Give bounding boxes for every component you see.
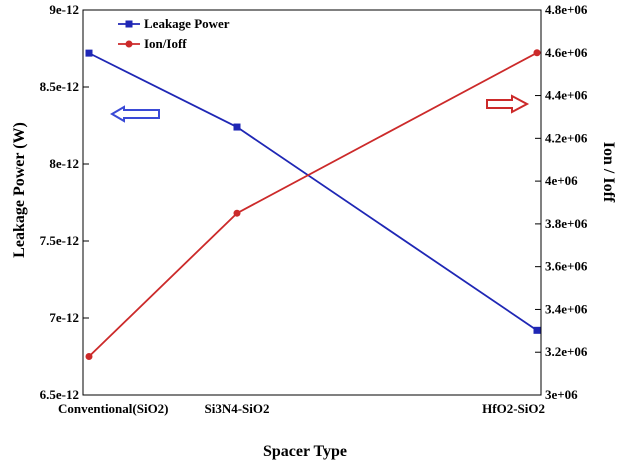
left-axis-title: Leakage Power (W) — [11, 122, 28, 258]
x-tick-label: Si3N4-SiO2 — [204, 401, 269, 416]
right-tick-label: 4e+06 — [545, 173, 578, 188]
data-point-ion-ioff — [233, 209, 241, 217]
left-axis-ticks: 6.5e-12 7e-12 7.5e-12 8e-12 8.5e-12 9e-12 — [40, 2, 89, 402]
legend-label: Ion/Ioff — [144, 36, 187, 51]
x-tick-label: HfO2-SiO2 — [482, 401, 545, 416]
right-axis-arrow-icon — [486, 94, 530, 114]
series-layer — [85, 49, 541, 360]
right-tick-label: 3.6e+06 — [545, 259, 588, 274]
right-tick-label: 4.2e+06 — [545, 130, 588, 145]
left-tick-label: 8e-12 — [49, 156, 79, 171]
legend-marker — [125, 20, 133, 28]
left-tick-label: 9e-12 — [49, 2, 79, 17]
data-point-ion-ioff — [533, 49, 541, 57]
series-line-leakage-power — [88, 52, 538, 332]
left-tick-label: 8.5e-12 — [40, 79, 79, 94]
right-axis-ticks: 3e+06 3.2e+06 3.4e+06 3.6e+06 3.8e+06 4e+06 4.… — [535, 2, 588, 402]
data-point-ion-ioff — [85, 353, 93, 360]
right-tick-label: 4.4e+06 — [545, 88, 588, 103]
right-tick-label: 3.2e+06 — [545, 344, 588, 359]
left-axis-arrow-icon — [110, 105, 160, 123]
x-axis-ticks: Conventional(SiO2) Si3N4-SiO2 HfO2-SiO2 — [58, 401, 545, 416]
x-axis-title: Spacer Type — [263, 443, 347, 460]
right-tick-label: 3.8e+06 — [545, 216, 588, 231]
plot-border — [82, 9, 542, 396]
right-tick-label: 4.6e+06 — [545, 45, 588, 60]
legend-marker — [125, 40, 133, 48]
right-tick-label: 4.8e+06 — [545, 2, 588, 17]
right-axis-title: Ion / Ioff — [600, 142, 617, 203]
data-point-leakage-power — [533, 326, 541, 334]
right-tick-label: 3.4e+06 — [545, 301, 588, 316]
data-point-leakage-power — [233, 123, 241, 131]
x-tick-label: Conventional(SiO2) — [58, 401, 169, 416]
plot-area — [82, 9, 542, 396]
right-tick-label: 3e+06 — [545, 387, 578, 402]
data-point-leakage-power — [85, 49, 93, 57]
annotations — [110, 94, 530, 123]
series-line-ion-ioff — [88, 51, 538, 358]
left-tick-label: 7.5e-12 — [40, 233, 79, 248]
left-tick-label: 7e-12 — [49, 310, 79, 325]
left-tick-label: 6.5e-12 — [40, 387, 79, 402]
legend-label: Leakage Power — [144, 16, 230, 31]
legend: Leakage Power Ion/Ioff — [118, 16, 230, 51]
